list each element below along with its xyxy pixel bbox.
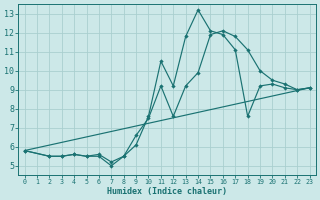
X-axis label: Humidex (Indice chaleur): Humidex (Indice chaleur): [107, 187, 227, 196]
